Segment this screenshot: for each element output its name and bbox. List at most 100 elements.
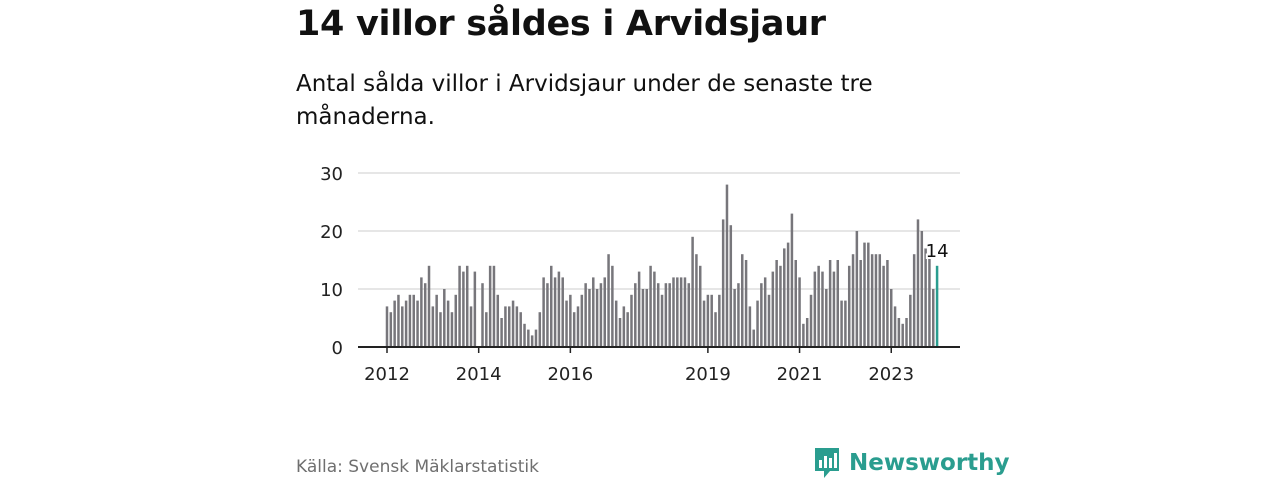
bar bbox=[504, 306, 507, 347]
bar bbox=[530, 335, 534, 347]
bar bbox=[622, 306, 626, 347]
bar bbox=[611, 265, 614, 347]
bar bbox=[588, 289, 591, 347]
bar bbox=[752, 329, 755, 347]
bar bbox=[412, 294, 415, 347]
bar bbox=[779, 265, 782, 347]
bar bbox=[450, 312, 454, 347]
bar bbox=[721, 219, 725, 347]
x-tick-label: 2014 bbox=[456, 364, 502, 385]
bar bbox=[618, 318, 622, 347]
newsworthy-logo-icon bbox=[815, 448, 839, 478]
bar bbox=[821, 271, 824, 347]
bar bbox=[626, 312, 629, 347]
bar bbox=[427, 265, 431, 347]
bar bbox=[584, 283, 587, 347]
bar bbox=[741, 254, 744, 347]
bar bbox=[756, 300, 759, 347]
bar bbox=[580, 294, 584, 347]
bar bbox=[404, 300, 408, 347]
x-tick-label: 2019 bbox=[685, 364, 731, 385]
y-tick-label: 0 bbox=[332, 338, 343, 359]
bar bbox=[550, 265, 553, 347]
bar bbox=[882, 265, 885, 347]
bar bbox=[423, 283, 427, 347]
y-tick-label: 10 bbox=[320, 280, 343, 301]
bar bbox=[813, 271, 817, 347]
bar bbox=[897, 318, 901, 347]
bar bbox=[443, 289, 446, 347]
bar bbox=[836, 260, 840, 347]
bar bbox=[794, 260, 797, 347]
bar bbox=[748, 306, 752, 347]
bar bbox=[416, 300, 419, 347]
bar bbox=[932, 289, 935, 347]
bar bbox=[698, 265, 702, 347]
bar bbox=[744, 260, 748, 347]
bar bbox=[488, 265, 492, 347]
bar bbox=[878, 254, 882, 347]
bar bbox=[767, 294, 771, 347]
bar bbox=[607, 254, 610, 347]
bar bbox=[576, 306, 580, 347]
bar bbox=[462, 271, 465, 347]
bar bbox=[760, 283, 763, 347]
bar bbox=[775, 260, 778, 347]
bar bbox=[863, 242, 866, 347]
bar bbox=[561, 277, 564, 347]
bar bbox=[828, 260, 832, 347]
bar bbox=[809, 294, 813, 347]
bar bbox=[595, 289, 599, 347]
bar bbox=[798, 277, 801, 347]
y-tick-label: 30 bbox=[320, 164, 343, 185]
bar bbox=[664, 283, 668, 347]
chart-subtitle: Antal sålda villor i Arvidsjaur under de… bbox=[296, 71, 873, 130]
bar bbox=[928, 254, 931, 347]
bar bbox=[389, 312, 393, 347]
bar bbox=[771, 271, 775, 347]
bar bbox=[637, 271, 641, 347]
bar bbox=[840, 300, 843, 347]
bar bbox=[519, 312, 522, 347]
bar bbox=[729, 225, 733, 347]
bar bbox=[469, 306, 473, 347]
bar bbox=[511, 300, 515, 347]
bar-chart: 0 10 20 30 2012 2014 2016 2019 2021 2023 14 bbox=[320, 164, 960, 385]
bar bbox=[802, 323, 805, 347]
x-tick-label: 2021 bbox=[777, 364, 823, 385]
bar bbox=[553, 277, 557, 347]
bar bbox=[500, 318, 503, 347]
bar bbox=[832, 271, 836, 347]
bar bbox=[454, 294, 458, 347]
bar bbox=[920, 231, 924, 347]
bar bbox=[889, 289, 893, 347]
bar bbox=[538, 312, 542, 347]
bar bbox=[783, 248, 786, 347]
bar bbox=[515, 306, 519, 347]
bar bbox=[653, 271, 656, 347]
bar bbox=[439, 312, 442, 347]
bar bbox=[702, 300, 706, 347]
bar bbox=[446, 300, 450, 347]
bar bbox=[546, 283, 549, 347]
bar bbox=[710, 294, 713, 347]
bar bbox=[565, 300, 568, 347]
bar bbox=[867, 242, 870, 347]
brand-logo: Newsworthy bbox=[813, 446, 1010, 480]
bar bbox=[718, 294, 721, 347]
bar bbox=[847, 265, 851, 347]
bar bbox=[645, 289, 649, 347]
bar bbox=[679, 277, 683, 347]
bar bbox=[630, 294, 633, 347]
bar bbox=[916, 219, 920, 347]
bar bbox=[534, 329, 538, 347]
bar bbox=[733, 289, 736, 347]
bar bbox=[435, 294, 438, 347]
bar bbox=[786, 242, 790, 347]
bar bbox=[874, 254, 878, 347]
bar bbox=[691, 236, 694, 347]
bar bbox=[592, 277, 595, 347]
bar bbox=[572, 312, 576, 347]
bar bbox=[676, 277, 679, 347]
bar bbox=[569, 294, 572, 347]
